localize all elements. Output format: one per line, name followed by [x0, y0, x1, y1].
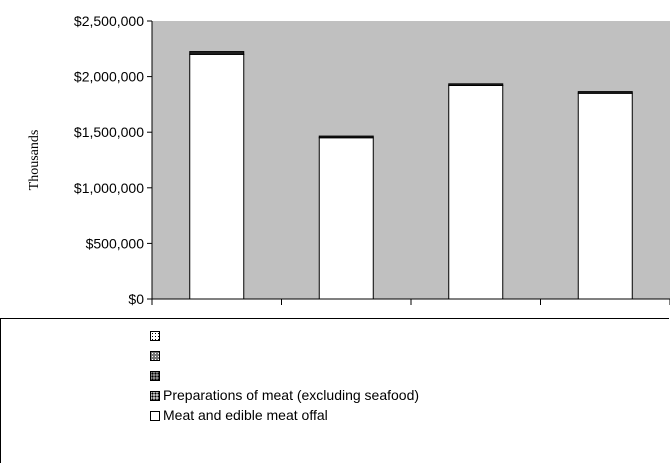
legend-entry: Preparations of meat (excluding seafood) — [150, 385, 419, 405]
legend-entry — [150, 325, 163, 345]
legend-swatch — [150, 371, 160, 381]
bars — [189, 51, 633, 300]
y-axis-title: Thousands — [27, 130, 42, 191]
bar-segment — [448, 84, 504, 300]
legend: Preparations of meat (excluding seafood)… — [0, 318, 669, 463]
bar-segment — [318, 137, 374, 300]
bar-segment — [577, 92, 633, 300]
bar-chart: $0 $500,000 $1,000,000 $1,500,000 $2,000,000… — [27, 13, 670, 307]
bar-segment — [577, 91, 633, 94]
bar-segment — [448, 83, 504, 86]
y-tick-label: $1,000,000 — [74, 180, 144, 196]
legend-swatch — [150, 411, 160, 421]
legend-label: Preparations of meat (excluding seafood) — [163, 387, 420, 403]
legend-swatch — [150, 331, 160, 341]
bar-segment — [189, 51, 245, 55]
legend-swatch — [150, 351, 160, 361]
y-tick-label: $500,000 — [86, 235, 145, 251]
legend-entry — [150, 365, 163, 385]
bar-segment — [318, 135, 374, 139]
y-tick-label: $1,500,000 — [74, 124, 144, 140]
x-axis: 2002200320042005 — [151, 298, 670, 305]
legend-swatch — [150, 391, 160, 401]
y-axis: $0 $500,000 $1,000,000 $1,500,000 $2,000,000… — [74, 13, 153, 307]
legend-label: Meat and edible meat offal — [163, 407, 328, 423]
y-tick-label: $0 — [128, 291, 144, 307]
y-tick-label: $2,000,000 — [74, 69, 144, 85]
legend-entry — [150, 345, 163, 365]
y-tick-label: $2,500,000 — [74, 13, 144, 29]
bar-segment — [189, 53, 245, 300]
legend-entry: Meat and edible meat offal — [150, 405, 328, 425]
